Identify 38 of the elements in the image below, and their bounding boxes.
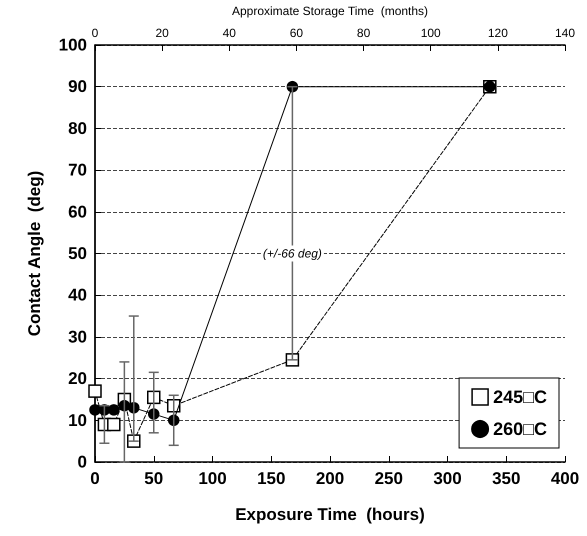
x2-tick-label: 120	[488, 26, 508, 40]
point	[89, 404, 101, 416]
y-tick-label: 40	[68, 286, 87, 305]
x-tick-label: 0	[90, 469, 100, 488]
y-tick-label: 60	[68, 202, 87, 222]
y-tick-label: 0	[78, 452, 87, 472]
x-tick-label: 200	[316, 469, 344, 488]
x-tick-label: 250	[374, 469, 403, 488]
legend-label: 260□C	[493, 419, 548, 439]
x-tick-label: 400	[550, 469, 580, 488]
y-tick-label: 30	[68, 327, 87, 346]
y-tick-label: 80	[68, 118, 87, 138]
legend-label: 245□C	[493, 387, 548, 407]
x2-tick-label: 100	[420, 26, 442, 40]
x2-tick-label: 80	[356, 26, 371, 40]
x-tick-label: 50	[144, 469, 164, 488]
x-tick-label: 300	[433, 469, 462, 488]
point	[107, 418, 121, 432]
x2-axis-title: Approximate Storage Time (months)	[232, 4, 428, 18]
x2-tick-label: 40	[222, 26, 236, 40]
y-tick-label: 100	[58, 36, 87, 54]
x2-tick-label: 20	[155, 26, 170, 40]
y-axis-title: Contact Angle (deg)	[25, 170, 44, 336]
x-axis-title: Exposure Time (hours)	[235, 505, 425, 524]
y-tick-label: 50	[68, 244, 87, 263]
x-tick-label: 350	[492, 469, 520, 488]
y-tick-label: 10	[68, 410, 87, 430]
x2-tick-label: 0	[92, 26, 99, 40]
y-tick-label: 20	[68, 369, 87, 388]
point	[108, 404, 120, 416]
y-tick-label: 90	[68, 77, 87, 96]
x-tick-label: 150	[257, 469, 286, 488]
y-tick-label: 70	[68, 160, 87, 180]
x2-tick-label: 60	[290, 26, 304, 40]
annotation: (+/-66 deg)	[262, 246, 322, 260]
x2-tick-label: 140	[554, 26, 576, 40]
x-tick-label: 100	[198, 469, 227, 488]
point	[88, 384, 102, 398]
